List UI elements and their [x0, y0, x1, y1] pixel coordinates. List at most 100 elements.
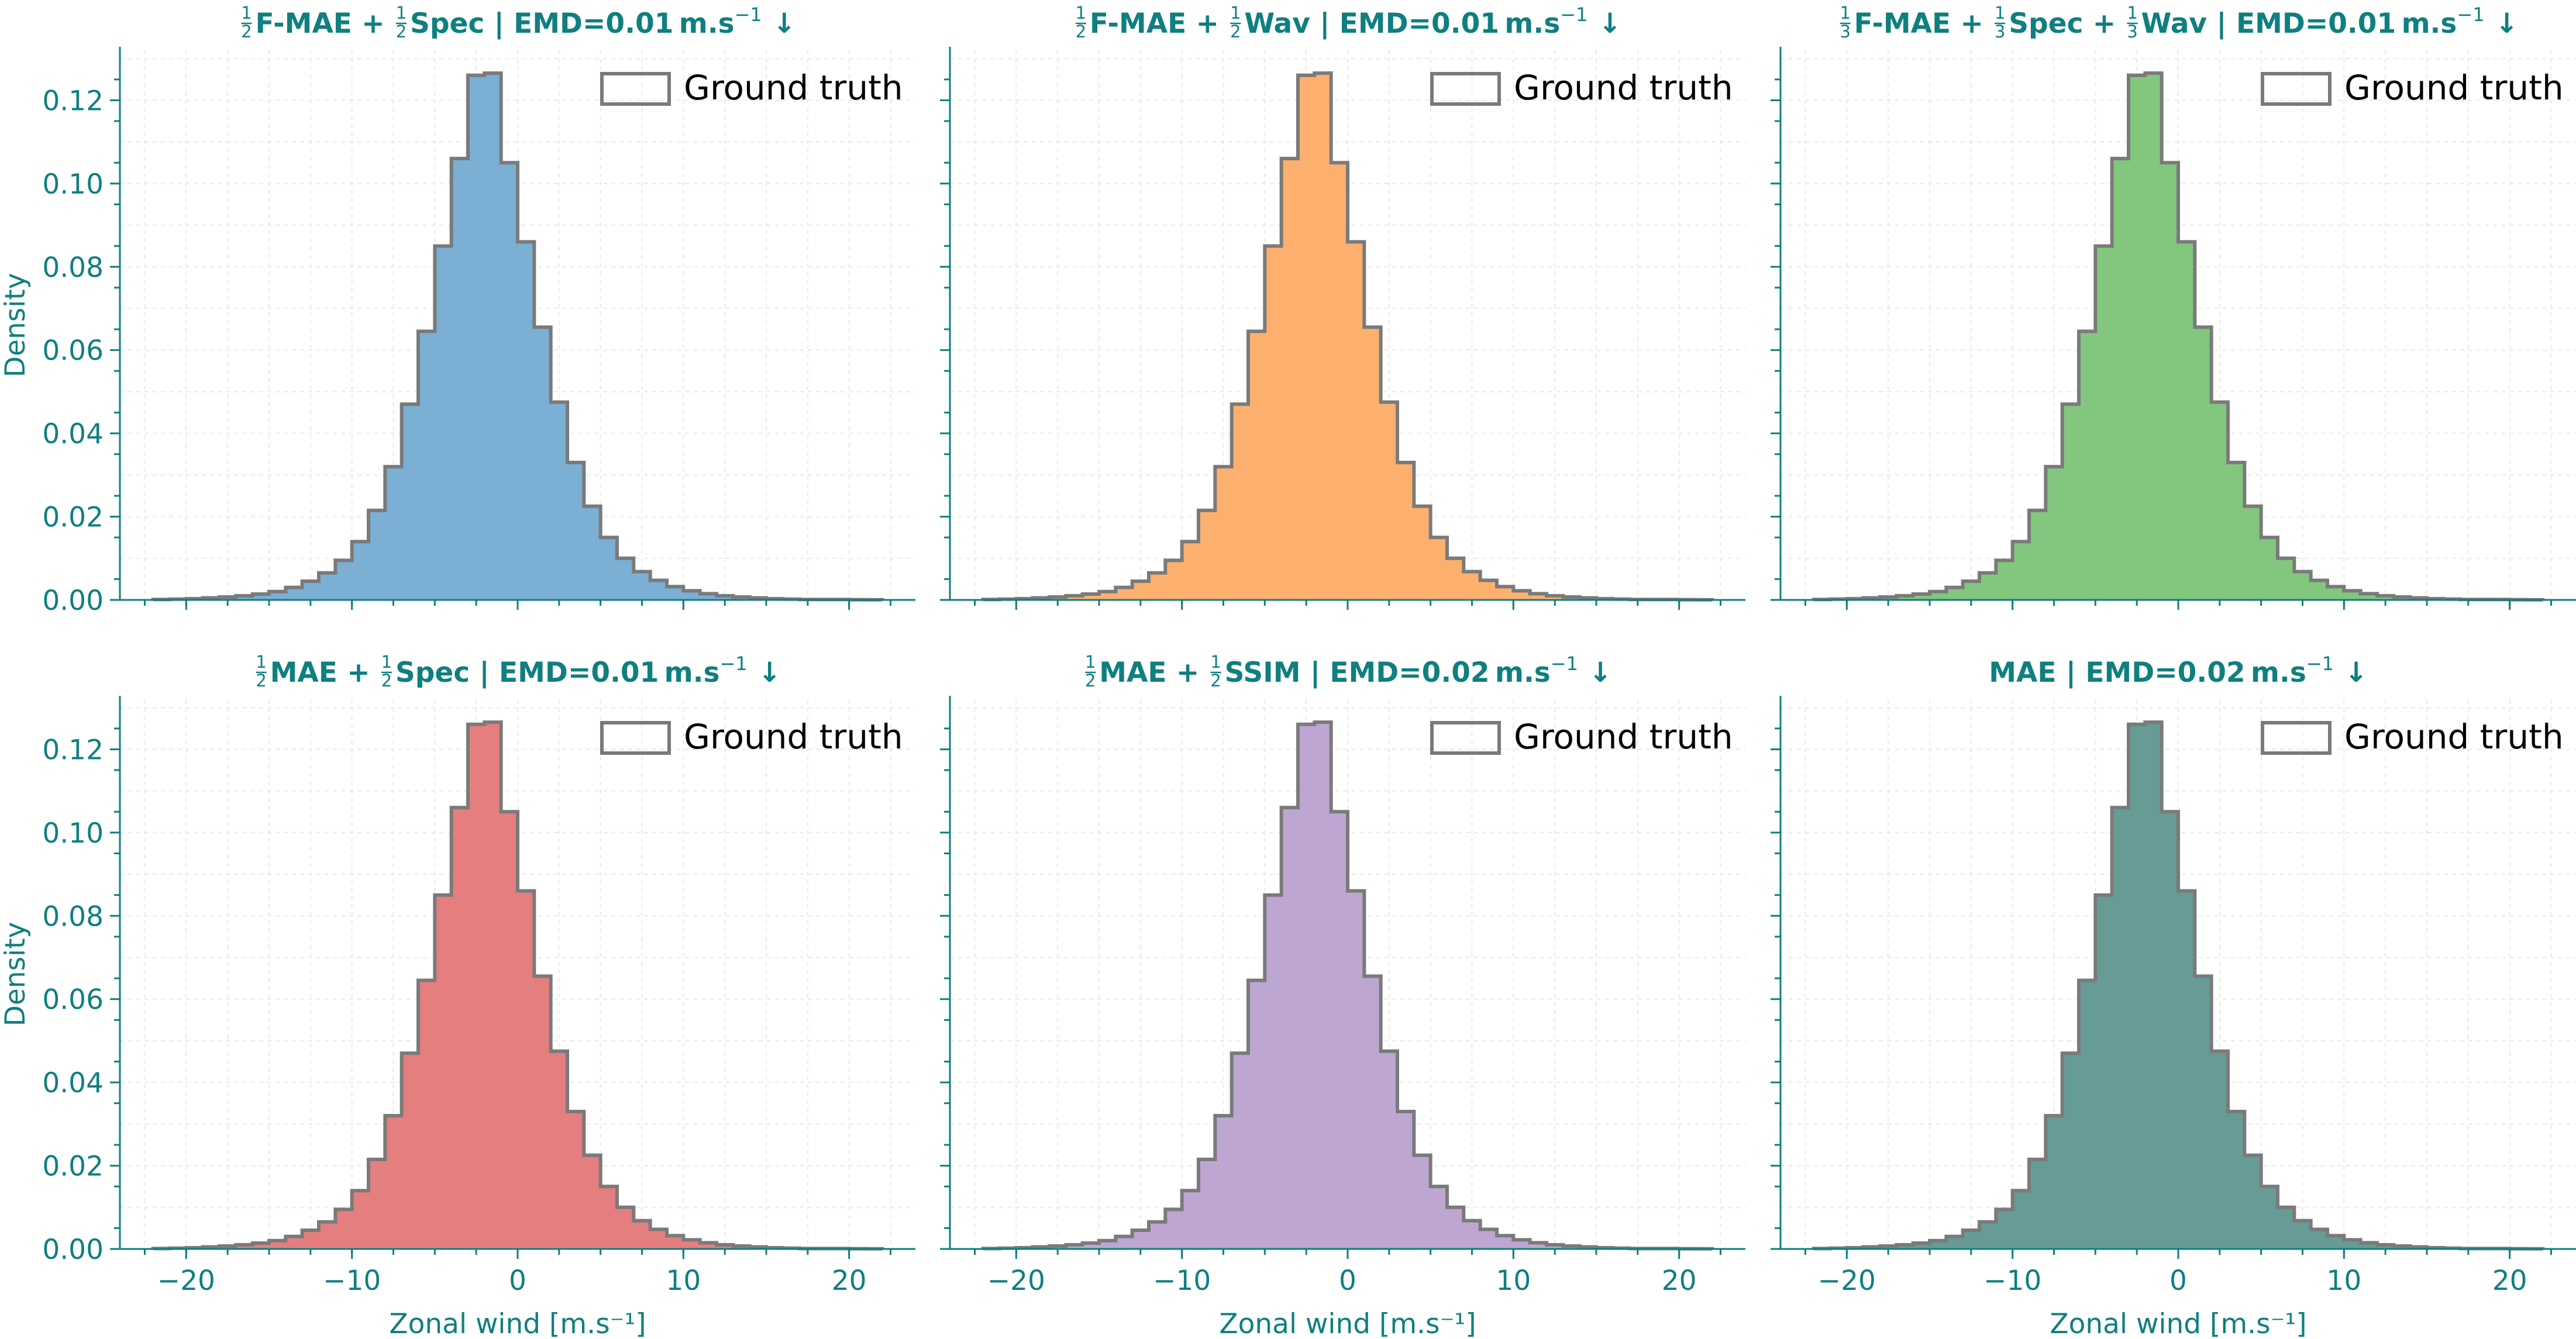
y-tick-label: 0.00 — [42, 1234, 104, 1266]
fraction-denominator: 2 — [241, 22, 252, 42]
histogram-fill — [153, 722, 883, 1249]
y-tick-label: 0.08 — [42, 900, 104, 933]
x-tick-label: 20 — [1662, 1265, 1697, 1297]
legend: Ground truth — [2261, 717, 2564, 757]
fraction-numerator: 1 — [1085, 652, 1096, 672]
x-tick-label: −20 — [1818, 1265, 1876, 1297]
subplot-2: Ground truth ½F-MAE + ½Wav | EMD=0.01 m.s… — [940, 3, 1745, 610]
y-tick-label: 0.06 — [42, 984, 104, 1016]
subplot-title: ½MAE + ½SSIM | EMD=0.02 m.s⁻¹ ↓MAE + SSI… — [1085, 652, 1612, 691]
x-tick-label: 0 — [1339, 1265, 1356, 1297]
title-segment: MAE + — [1099, 657, 1208, 689]
fraction-denominator: 2 — [256, 671, 266, 691]
fraction-numerator: 1 — [241, 3, 252, 23]
title-superscript: −1 — [719, 653, 747, 675]
y-tick-label: 0.06 — [42, 335, 104, 367]
fraction-numerator: 1 — [256, 652, 266, 672]
subplot-title: ½F-MAE + ½Wav | EMD=0.01 m.s⁻¹ ↓F-MAE + … — [1076, 3, 1622, 42]
title-segment: F-MAE + — [1854, 8, 1993, 40]
fraction-numerator: 1 — [1076, 3, 1086, 23]
fraction-denominator: 2 — [1230, 22, 1241, 42]
legend-label: Ground truth — [2344, 68, 2564, 108]
ground-truth-outline — [981, 71, 1714, 602]
legend: Ground truth — [600, 68, 903, 108]
y-tick-label: 0.12 — [42, 734, 104, 766]
x-tick-label: −10 — [1983, 1265, 2041, 1297]
y-tick-label: 0.10 — [42, 168, 104, 201]
title-segment: MAE + — [270, 657, 380, 689]
ground-truth-outline — [1812, 71, 2545, 602]
x-axis-label: Zonal wind [m.s⁻¹] — [1219, 1308, 1476, 1339]
ground-truth-outline — [1812, 720, 2545, 1251]
legend-label: Ground truth — [684, 68, 903, 108]
legend-swatch — [2261, 721, 2332, 755]
histogram-fill — [983, 73, 1713, 600]
y-tick-label: 0.04 — [42, 418, 104, 450]
legend-swatch — [600, 721, 671, 755]
x-tick-label: −10 — [323, 1265, 381, 1297]
title-segment: Wav | EMD=0.01 m.s — [1244, 8, 1560, 40]
subplot-6: −20 −10 0 10 20 Zonal wind [m.s⁻¹] Ground trut… — [1771, 653, 2576, 1339]
x-axis-label: Zonal wind [m.s⁻¹] — [2050, 1308, 2306, 1339]
legend-label: Ground truth — [1514, 68, 1733, 108]
fraction-denominator: 2 — [1076, 22, 1086, 42]
title-superscript: −1 — [2306, 653, 2334, 675]
title-superscript: −1 — [735, 4, 762, 26]
title-segment: SSIM | EMD=0.02 m.s — [1225, 657, 1551, 689]
grid — [950, 50, 1745, 600]
subplot-1: 0.00 0.02 0.04 0.06 0.08 0.10 0.12 Density Groun… — [0, 3, 915, 617]
subplot-title: MAE | EMD=0.02 m.s⁻¹ ↓MAE | EMD=0.02 m.s… — [1989, 653, 2368, 689]
title-superscript: −1 — [1560, 4, 1587, 26]
title-segment: F-MAE + — [1090, 8, 1229, 40]
title-superscript: −1 — [1551, 653, 1578, 675]
grid — [120, 699, 915, 1249]
title-segment: ↓ — [763, 8, 796, 40]
title-segment: ↓ — [749, 657, 781, 689]
fraction-numerator: 1 — [1995, 3, 2005, 23]
x-tick-label: 20 — [832, 1265, 867, 1297]
title-segment: Spec + — [2009, 8, 2125, 40]
legend: Ground truth — [2261, 68, 2564, 108]
subplot-4: 0.00 0.02 0.04 0.06 0.08 0.10 0.12 −20 −10 0 10 20 D… — [0, 652, 915, 1339]
y-tick-label: 0.08 — [42, 251, 104, 284]
subplot-3: Ground truth ⅓F-MAE + ⅓Spec + ⅓Wav | EMD=… — [1771, 3, 2576, 610]
title-segment: ↓ — [1579, 657, 1612, 689]
grid — [950, 699, 1745, 1249]
fraction-denominator: 3 — [1995, 22, 2005, 42]
fraction-denominator: 2 — [1085, 671, 1096, 691]
fraction-numerator: 1 — [1840, 3, 1850, 23]
histogram-fill — [983, 722, 1713, 1249]
fraction-denominator: 2 — [396, 22, 407, 42]
fraction-numerator: 1 — [381, 652, 392, 672]
subplot-5: −20 −10 0 10 20 Zonal wind [m.s⁻¹] Ground trut… — [940, 652, 1745, 1339]
legend-label: Ground truth — [684, 717, 903, 757]
title-superscript: −1 — [2457, 4, 2484, 26]
title-segment: ↓ — [2335, 657, 2368, 689]
y-tick-label: 0.10 — [42, 817, 104, 850]
y-tick-label: 0.00 — [42, 585, 104, 617]
title-segment: ↓ — [2486, 8, 2519, 40]
fraction-denominator: 2 — [381, 671, 392, 691]
x-tick-label: 10 — [1496, 1265, 1531, 1297]
title-segment: Wav | EMD=0.01 m.s — [2141, 8, 2457, 40]
histogram-fill — [1813, 73, 2543, 600]
fraction-numerator: 1 — [2127, 3, 2137, 23]
y-axis-label: Density — [0, 922, 32, 1027]
x-tick-label: −20 — [987, 1265, 1045, 1297]
title-segment: F-MAE + — [256, 8, 395, 40]
title-segment: MAE | EMD=0.02 m.s — [1989, 657, 2306, 689]
x-tick-label: 20 — [2492, 1265, 2527, 1297]
subplot-title: ½MAE + ½Spec | EMD=0.01 m.s⁻¹ ↓MAE + Spe… — [256, 652, 781, 691]
histogram-fill — [153, 73, 883, 600]
grid — [1781, 699, 2576, 1249]
x-tick-label: −10 — [1153, 1265, 1211, 1297]
fraction-denominator: 3 — [2127, 22, 2137, 42]
x-tick-label: 10 — [2326, 1265, 2361, 1297]
legend: Ground truth — [1430, 717, 1733, 757]
x-tick-label: 0 — [509, 1265, 526, 1297]
y-tick-label: 0.02 — [42, 502, 104, 534]
x-tick-label: −20 — [157, 1265, 215, 1297]
subplot-title: ½F-MAE + ½Spec | EMD=0.01 m.s⁻¹ ↓F-MAE +… — [241, 3, 795, 42]
ground-truth-outline — [151, 720, 884, 1251]
